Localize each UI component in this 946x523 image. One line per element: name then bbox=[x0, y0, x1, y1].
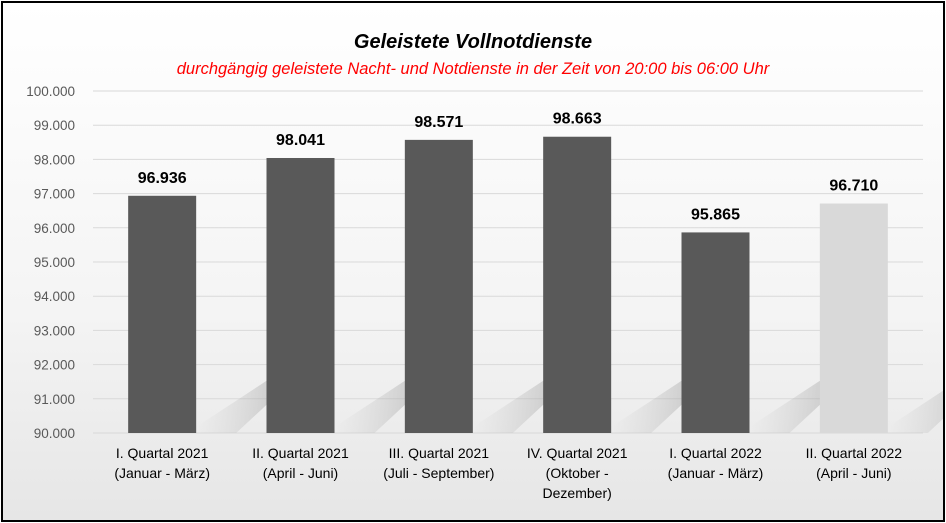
gridlines bbox=[93, 90, 923, 434]
y-tick-label: 93.000 bbox=[34, 323, 75, 338]
bar bbox=[128, 195, 197, 433]
data-labels: 96.936 98.041 98.571 98.663 95.865 96.710 bbox=[138, 111, 879, 224]
x-tick-label-line: IV. Quartal 2021 bbox=[527, 445, 628, 461]
data-label: 95.865 bbox=[691, 206, 740, 223]
x-tick-label-line: II. Quartal 2022 bbox=[806, 445, 903, 461]
y-tick-label: 97.000 bbox=[34, 187, 75, 202]
bar bbox=[681, 232, 750, 433]
bar bbox=[404, 139, 473, 433]
y-tick-label: 92.000 bbox=[34, 358, 75, 373]
y-tick-label: 96.000 bbox=[34, 221, 75, 236]
y-axis: 90.000 91.000 92.000 93.000 94.000 95.000 96.0… bbox=[26, 84, 75, 441]
data-label: 98.571 bbox=[414, 114, 463, 131]
y-tick-label: 91.000 bbox=[34, 392, 75, 407]
y-tick-label: 90.000 bbox=[34, 426, 75, 441]
x-tick-label-line: I. Quartal 2021 bbox=[116, 445, 209, 461]
x-tick-label-line: II. Quartal 2021 bbox=[252, 445, 349, 461]
x-tick-label: I. Quartal 2022 (Januar - März) bbox=[668, 445, 764, 481]
data-label: 98.041 bbox=[276, 132, 325, 149]
y-tick-label: 95.000 bbox=[34, 255, 75, 270]
x-tick-label-line: I. Quartal 2022 bbox=[669, 445, 762, 461]
x-tick-label: IV. Quartal 2021 (Oktober - Dezember) bbox=[527, 445, 628, 501]
bar bbox=[543, 136, 612, 433]
x-tick-label-line: (Januar - März) bbox=[114, 465, 210, 481]
x-tick-label-line: (April - Juni) bbox=[816, 465, 891, 481]
bar-chart: Geleistete Vollnotdienste durchgängig ge… bbox=[26, 31, 943, 501]
bar-shadow bbox=[887, 390, 943, 433]
y-tick-label: 94.000 bbox=[34, 289, 75, 304]
x-tick-label-line: (Januar - März) bbox=[668, 465, 764, 481]
y-tick-label: 98.000 bbox=[34, 152, 75, 167]
bar bbox=[266, 157, 335, 433]
x-tick-label: I. Quartal 2021 (Januar - März) bbox=[114, 445, 210, 481]
x-tick-label: II. Quartal 2021 (April - Juni) bbox=[252, 445, 349, 481]
x-tick-label-line: III. Quartal 2021 bbox=[389, 445, 490, 461]
x-axis: I. Quartal 2021 (Januar - März) II. Quarta… bbox=[114, 445, 902, 501]
data-label: 98.663 bbox=[553, 111, 602, 128]
chart-subtitle: durchgängig geleistete Nacht- und Notdie… bbox=[177, 60, 771, 78]
x-tick-label-line: (Juli - September) bbox=[383, 465, 494, 481]
y-tick-label: 99.000 bbox=[34, 118, 75, 133]
bar bbox=[819, 203, 888, 433]
chart-title: Geleistete Vollnotdienste bbox=[354, 31, 592, 53]
x-tick-label-line: (Oktober - bbox=[546, 465, 609, 481]
x-tick-label-line: Dezember) bbox=[543, 485, 612, 501]
data-label: 96.710 bbox=[829, 178, 878, 195]
bars bbox=[128, 136, 888, 433]
x-tick-label: III. Quartal 2021 (Juli - September) bbox=[383, 445, 494, 481]
x-tick-label-line: (April - Juni) bbox=[263, 465, 338, 481]
data-label: 96.936 bbox=[138, 170, 187, 187]
x-tick-label: II. Quartal 2022 (April - Juni) bbox=[806, 445, 903, 481]
y-tick-label: 100.000 bbox=[26, 84, 75, 99]
